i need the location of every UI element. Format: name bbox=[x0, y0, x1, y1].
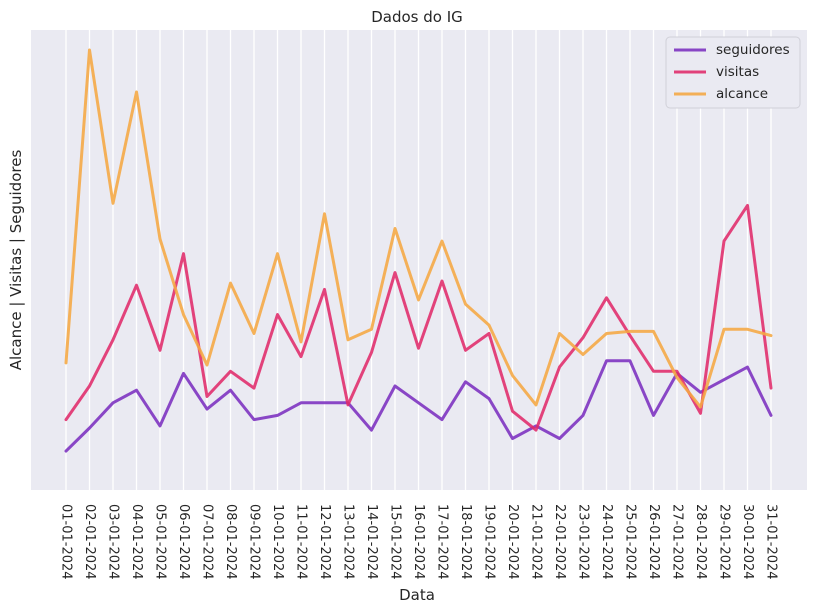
x-tick-label: 28-01-2024 bbox=[693, 504, 708, 580]
x-tick-label: 16-01-2024 bbox=[411, 504, 426, 580]
x-tick-label: 14-01-2024 bbox=[364, 504, 379, 580]
chart-title: Dados do IG bbox=[371, 8, 463, 26]
x-tick-label: 09-01-2024 bbox=[247, 504, 262, 580]
x-tick-label: 01-01-2024 bbox=[59, 504, 74, 580]
x-tick-label: 02-01-2024 bbox=[82, 504, 97, 580]
x-tick-label: 08-01-2024 bbox=[223, 504, 238, 580]
x-tick-label: 04-01-2024 bbox=[129, 504, 144, 580]
series-line-seguidores bbox=[64, 359, 773, 453]
x-tick-label: 06-01-2024 bbox=[176, 504, 191, 580]
x-tick-label: 07-01-2024 bbox=[200, 504, 215, 580]
x-tick-labels: 01-01-2024 02-01-2024 03-01-2024 04-01-2024… bbox=[59, 504, 779, 580]
x-tick-label: 19-01-2024 bbox=[482, 504, 497, 580]
legend-label-seguidores: seguidores bbox=[716, 42, 790, 58]
x-tick-label: 30-01-2024 bbox=[740, 504, 755, 580]
x-tick-label: 15-01-2024 bbox=[388, 504, 403, 580]
x-tick-label: 10-01-2024 bbox=[270, 504, 285, 580]
x-tick-label: 31-01-2024 bbox=[764, 504, 779, 580]
x-tick-label: 17-01-2024 bbox=[435, 504, 450, 580]
x-tick-label: 13-01-2024 bbox=[341, 504, 356, 580]
x-tick-label: 21-01-2024 bbox=[529, 504, 544, 580]
x-tick-label: 22-01-2024 bbox=[552, 504, 567, 580]
legend: seguidores visitas alcance bbox=[665, 36, 801, 109]
x-axis-label: Data bbox=[399, 586, 435, 604]
x-tick-label: 29-01-2024 bbox=[717, 504, 732, 580]
x-tick-label: 12-01-2024 bbox=[317, 504, 332, 580]
legend-box bbox=[665, 36, 801, 109]
legend-label-visitas: visitas bbox=[716, 64, 759, 80]
y-axis-label: Alcance | Visitas | Seguidores bbox=[7, 150, 25, 371]
x-tick-label: 20-01-2024 bbox=[505, 504, 520, 580]
x-tick-label: 24-01-2024 bbox=[599, 504, 614, 580]
x-tick-label: 03-01-2024 bbox=[106, 504, 121, 580]
series-line-visitas bbox=[64, 203, 773, 432]
x-tick-label: 18-01-2024 bbox=[458, 504, 473, 580]
legend-label-alcance: alcance bbox=[716, 86, 768, 102]
x-tick-label: 11-01-2024 bbox=[294, 504, 309, 580]
x-tick-label: 27-01-2024 bbox=[670, 504, 685, 580]
series-line-alcance bbox=[64, 48, 773, 409]
x-tick-label: 05-01-2024 bbox=[153, 504, 168, 580]
x-tick-label: 26-01-2024 bbox=[646, 504, 661, 580]
series-group bbox=[64, 48, 773, 453]
x-tick-label: 23-01-2024 bbox=[576, 504, 591, 580]
x-tick-label: 25-01-2024 bbox=[623, 504, 638, 580]
